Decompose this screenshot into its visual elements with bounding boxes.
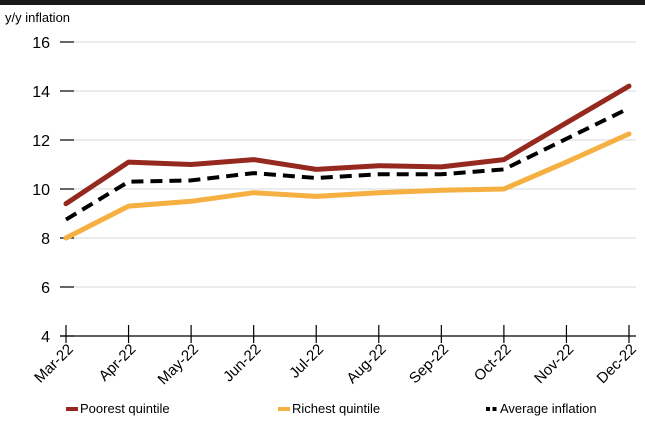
gridlines [72, 41, 636, 288]
x-tick-label: Aug-22 [343, 341, 389, 387]
series-line-average-inflation [64, 106, 630, 222]
y-tick-label: 8 [41, 231, 50, 248]
x-tick-label: Oct-22 [471, 341, 515, 385]
x-tick-label: Nov-22 [531, 341, 577, 387]
y-tick-label: 14 [32, 84, 50, 101]
y-tick-label: 6 [41, 280, 50, 297]
legend-label: Poorest quintile [80, 401, 170, 416]
legend-label: Richest quintile [292, 401, 380, 416]
series-lines [63, 83, 632, 241]
y-tick-label: 10 [32, 182, 50, 199]
x-tick-label: Mar-22 [31, 341, 77, 387]
y-tick-label: 16 [32, 35, 50, 52]
series-line-poorest-quintile [63, 83, 632, 207]
legend-label: Average inflation [500, 401, 597, 416]
x-tick-label: Sep-22 [406, 341, 452, 387]
x-tick-label: Dec-22 [594, 341, 640, 387]
x-tick-label: Jun-22 [220, 341, 264, 385]
x-tick-label: May-22 [155, 341, 202, 388]
legend: Poorest quintile Richest quintile Average … [66, 401, 597, 416]
y-tick-label: 4 [41, 329, 50, 346]
top-rule [0, 0, 645, 5]
x-tick-label: Jul-22 [286, 341, 327, 382]
y-axis-title: y/y inflation [5, 10, 70, 25]
series-line-richest-quintile [63, 131, 632, 241]
y-tick-label: 12 [32, 133, 50, 150]
x-tick-label: Apr-22 [96, 341, 140, 385]
